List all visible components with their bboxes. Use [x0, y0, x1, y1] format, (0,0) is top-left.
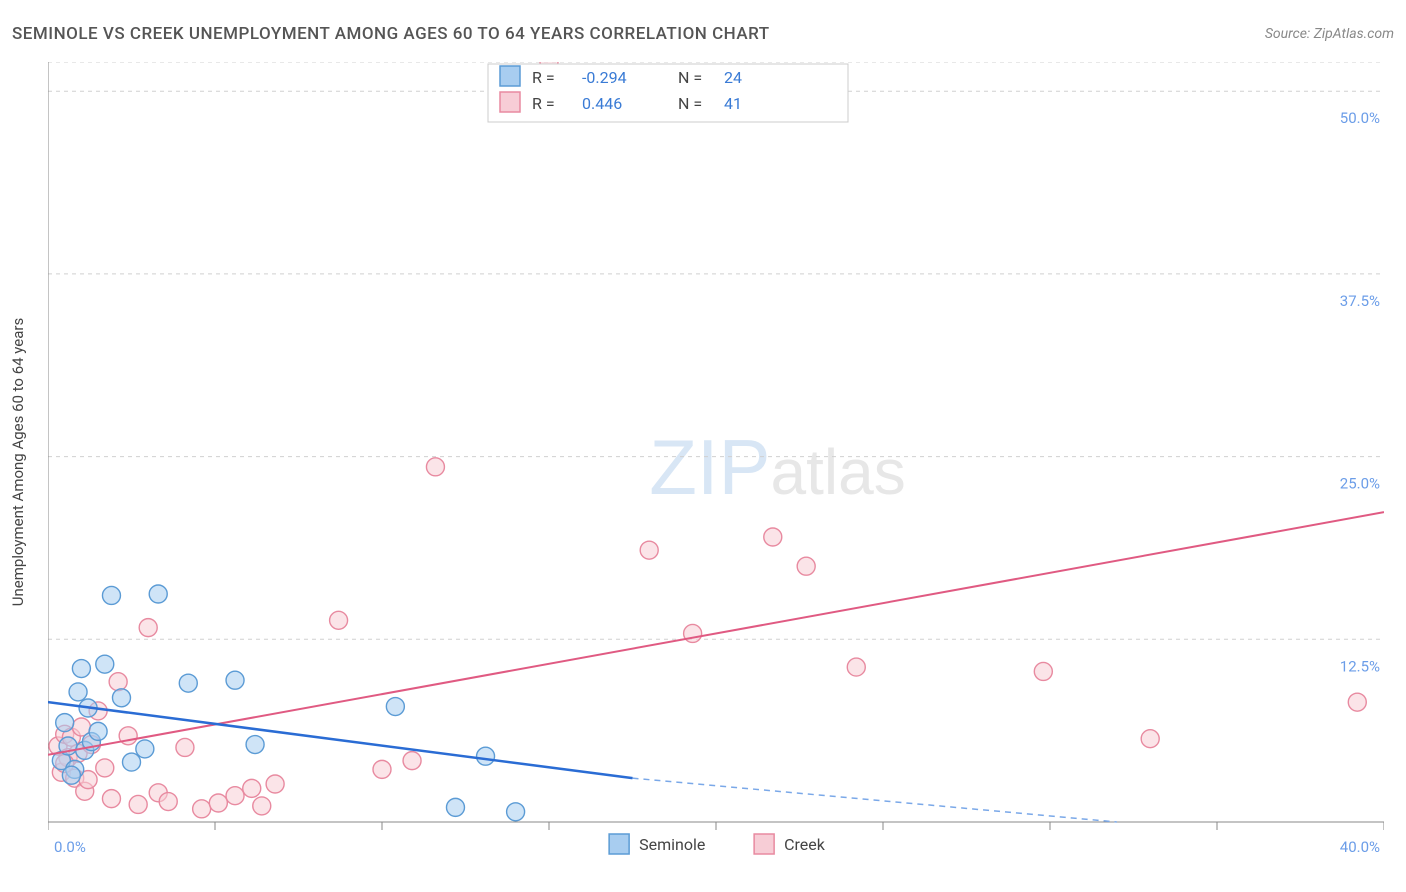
y-axis-label: Unemployment Among Ages 60 to 64 years [9, 318, 27, 606]
legend-label-seminole: Seminole [639, 835, 705, 854]
chart-container: Unemployment Among Ages 60 to 64 years Z… [48, 62, 1384, 862]
creek-point [253, 797, 271, 815]
legend-swatch-creek [754, 834, 774, 854]
creek-point [96, 759, 114, 777]
creek-point [102, 790, 120, 808]
seminole-point [62, 766, 80, 784]
svg-text:ZIPatlas: ZIPatlas [649, 423, 906, 511]
seminole-point [112, 689, 130, 707]
svg-text:40.0%: 40.0% [1340, 838, 1380, 856]
seminole-point [149, 585, 167, 603]
legend-label-creek: Creek [784, 835, 826, 854]
legend-swatch-seminole [609, 834, 629, 854]
svg-text:50.0%: 50.0% [1340, 109, 1380, 127]
seminole-point [179, 674, 197, 692]
seminole-point [72, 660, 90, 678]
seminole-point [96, 655, 114, 673]
creek-point [403, 752, 421, 770]
seminole-point [446, 798, 464, 816]
creek-point [193, 800, 211, 818]
svg-text:41: 41 [724, 94, 742, 113]
creek-point [373, 760, 391, 778]
creek-point [764, 528, 782, 546]
creek-point [139, 619, 157, 637]
creek-point [640, 541, 658, 559]
seminole-point [477, 747, 495, 765]
creek-point [1141, 730, 1159, 748]
seminole-trend-extension [633, 778, 1117, 822]
seminole-point [89, 722, 107, 740]
chart-title: SEMINOLE VS CREEK UNEMPLOYMENT AMONG AGE… [12, 24, 770, 44]
svg-text:24: 24 [724, 68, 742, 87]
svg-text:0.0%: 0.0% [54, 838, 86, 856]
svg-text:-0.294: -0.294 [582, 68, 627, 87]
seminole-point [386, 698, 404, 716]
creek-point [226, 787, 244, 805]
creek-point [159, 793, 177, 811]
creek-point [1348, 693, 1366, 711]
creek-point [330, 611, 348, 629]
creek-trend-line [48, 512, 1384, 755]
chart-source: Source: ZipAtlas.com [1265, 26, 1394, 42]
creek-point [209, 794, 227, 812]
svg-text:N =: N = [678, 68, 702, 87]
seminole-point [69, 683, 87, 701]
creek-point [1034, 662, 1052, 680]
chart-header: SEMINOLE VS CREEK UNEMPLOYMENT AMONG AGE… [12, 24, 1394, 44]
svg-text:25.0%: 25.0% [1340, 475, 1380, 493]
creek-point [426, 458, 444, 476]
svg-text:R =: R = [532, 94, 555, 113]
seminole-point [56, 714, 74, 732]
seminole-point [136, 740, 154, 758]
svg-text:37.5%: 37.5% [1340, 292, 1380, 310]
creek-point [266, 775, 284, 793]
seminole-point [246, 736, 264, 754]
svg-text:N =: N = [678, 94, 702, 113]
svg-text:0.446: 0.446 [582, 94, 622, 113]
creek-point [847, 658, 865, 676]
correlation-chart: ZIPatlas 12.5% 25.0% 37.5% 50.0% 0.0% 40.0% R =… [48, 62, 1384, 862]
creek-point [176, 738, 194, 756]
seminole-point [102, 586, 120, 604]
svg-text:12.5%: 12.5% [1340, 657, 1380, 675]
creek-point [109, 673, 127, 691]
creek-point [243, 779, 261, 797]
svg-text:R =: R = [532, 68, 555, 87]
seminole-point [507, 803, 525, 821]
creek-point [129, 795, 147, 813]
seminole-point [226, 671, 244, 689]
creek-point [797, 557, 815, 575]
seminole-point [123, 753, 141, 771]
